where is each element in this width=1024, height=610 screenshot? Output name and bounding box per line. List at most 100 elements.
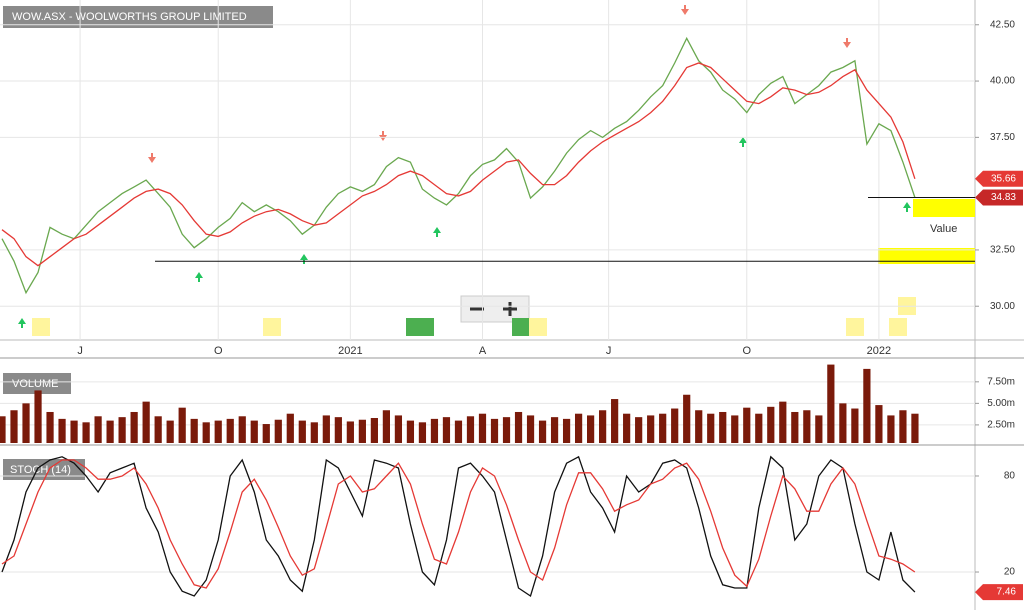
y-tick-label: 40.00 <box>990 76 1015 87</box>
volume-bar <box>346 421 354 443</box>
volume-bar <box>370 418 378 443</box>
volume-bar <box>226 418 234 443</box>
volume-bar <box>803 410 811 443</box>
volume-bar <box>454 420 463 443</box>
value-tag-label: 7.46 <box>997 587 1017 598</box>
volume-bar <box>262 424 270 443</box>
y-tick-label: 2.50m <box>987 420 1015 431</box>
note-icon[interactable] <box>32 318 50 336</box>
panel-title-box <box>3 459 85 480</box>
x-tick-label: O <box>742 345 751 357</box>
volume-bar <box>0 416 6 443</box>
buy-arrow <box>739 137 747 147</box>
value-tag <box>975 170 1023 187</box>
volume-bar <box>478 413 487 443</box>
volume-bar <box>430 418 439 443</box>
volume-bar <box>587 415 595 443</box>
volume-bar <box>334 417 342 443</box>
y-tick-label: 30.00 <box>990 301 1015 312</box>
zoom-controls[interactable] <box>460 295 530 323</box>
buy-arrow <box>903 202 911 212</box>
volume-bar <box>875 405 883 443</box>
volume-bar <box>178 407 186 443</box>
volume-bar <box>106 420 114 443</box>
volume-bar <box>911 413 919 443</box>
volume-bar <box>142 401 150 443</box>
x-tick-label: A <box>479 345 487 357</box>
volume-bar <box>550 417 559 443</box>
volume-bar <box>406 420 415 443</box>
volume-bar <box>514 411 523 443</box>
volume-bar <box>154 416 162 443</box>
volume-bar <box>394 415 403 443</box>
highlight <box>878 248 975 264</box>
note-icon[interactable] <box>263 318 281 336</box>
volume-bar <box>82 422 90 443</box>
volume-bar <box>10 410 18 443</box>
volume-bar <box>839 403 847 443</box>
volume-bar <box>322 415 330 443</box>
volume-bar <box>538 420 547 443</box>
series-line <box>1 459 916 589</box>
sell-markers <box>148 5 851 163</box>
series-line <box>1 455 916 598</box>
panel-title: VOLUME <box>12 378 58 390</box>
note-icon[interactable] <box>529 318 547 336</box>
volume-bar <box>695 410 703 443</box>
y-tick-label: 80 <box>1004 471 1016 482</box>
volume-bar <box>827 364 835 443</box>
sell-arrow <box>843 38 851 48</box>
volume-bar <box>683 394 691 443</box>
volume-bar <box>815 415 823 443</box>
volume-bar <box>166 420 174 443</box>
volume-bar <box>599 410 607 443</box>
volume-bar <box>466 416 475 443</box>
buy-arrow <box>195 272 203 282</box>
y-tick-label: 42.50 <box>990 19 1015 30</box>
y-tick-label: 32.50 <box>990 245 1015 256</box>
sell-arrow <box>379 131 387 141</box>
volume-bar <box>779 401 787 443</box>
note-icon[interactable] <box>846 318 864 336</box>
volume-bar <box>418 422 427 443</box>
x-tick-label: O <box>214 345 223 357</box>
y-tick-label: 20 <box>1004 567 1016 578</box>
volume-bar <box>707 413 715 443</box>
volume-bar <box>34 390 42 443</box>
volume-bar <box>562 418 571 443</box>
note-icon[interactable] <box>889 318 907 336</box>
volume-bar <box>767 406 775 443</box>
y-tick-label: 37.50 <box>990 132 1015 143</box>
volume-bar <box>659 413 667 443</box>
series-line <box>1 36 916 295</box>
sell-arrow <box>148 153 156 163</box>
volume-bar <box>502 417 511 443</box>
volume-bar <box>214 420 222 443</box>
volume-bar <box>490 418 499 443</box>
volume-bar <box>863 368 871 443</box>
volume-bar <box>647 415 655 443</box>
volume-bar <box>190 418 198 443</box>
volume-bar <box>250 420 258 443</box>
volume-bar <box>118 417 126 443</box>
annotation: Value <box>930 223 957 235</box>
volume-bar <box>238 416 246 443</box>
sell-arrow <box>681 5 689 15</box>
value-tag-label: 34.83 <box>991 192 1016 203</box>
x-tick-label: 2022 <box>867 345 891 357</box>
volume-bar <box>611 399 619 443</box>
event-icon[interactable] <box>406 318 434 336</box>
event-icon[interactable] <box>512 318 534 336</box>
volume-bar <box>442 417 451 443</box>
volume-bar <box>755 413 763 443</box>
volume-bar <box>310 422 318 443</box>
volume-bar <box>635 417 643 443</box>
buy-arrow <box>18 318 26 328</box>
volume-bar <box>298 420 306 443</box>
chart-title: WOW.ASX - WOOLWORTHS GROUP LIMITED <box>12 11 247 23</box>
volume-bar <box>130 411 138 443</box>
volume-bar <box>743 407 751 443</box>
volume-bar <box>526 415 535 443</box>
volume-bar <box>94 416 102 443</box>
